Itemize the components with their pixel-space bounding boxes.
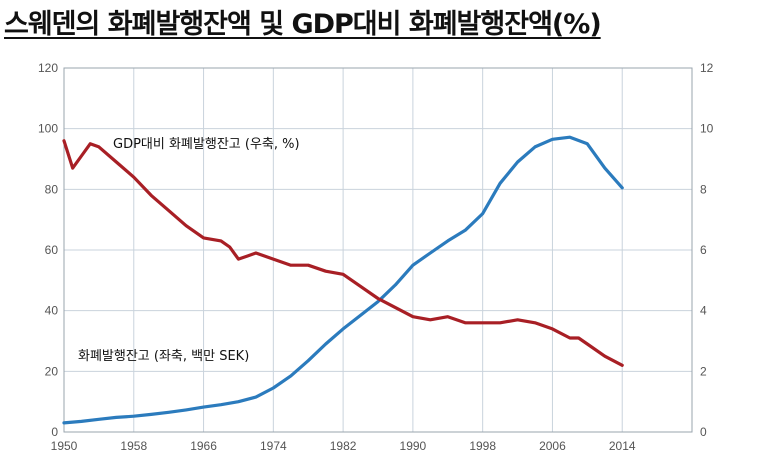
x-tick-label: 1982 xyxy=(330,439,357,453)
annotation-gdp-ratio: GDP대비 화폐발행잔고 (우축, %) xyxy=(113,136,300,152)
y-left-tick-label: 60 xyxy=(45,243,59,257)
y-right-tick-label: 6 xyxy=(700,243,707,257)
y-right-tick-label: 8 xyxy=(700,182,707,196)
right-axis-ticks: 0 2 4 6 8 10 12 xyxy=(700,61,714,439)
x-tick-label: 1966 xyxy=(190,439,217,453)
y-left-tick-label: 80 xyxy=(45,182,59,196)
series-lines xyxy=(62,135,624,425)
y-right-tick-label: 2 xyxy=(700,364,707,378)
x-tick-label: 2006 xyxy=(539,439,566,453)
plot-frame xyxy=(63,67,693,433)
annotations: GDP대비 화폐발행잔고 (우축, %) 화폐발행잔고 (좌축, 백만 SEK) xyxy=(78,136,300,364)
x-tick-label: 1974 xyxy=(260,439,287,453)
y-right-tick-label: 4 xyxy=(700,304,707,318)
y-left-tick-label: 120 xyxy=(38,61,58,75)
series-line-gdp-ratio xyxy=(62,139,624,367)
left-axis-ticks: 0 20 40 60 80 100 120 xyxy=(38,61,58,439)
y-left-tick-label: 100 xyxy=(38,122,58,136)
y-left-tick-label: 20 xyxy=(45,364,59,378)
x-tick-label: 2014 xyxy=(609,439,636,453)
grid xyxy=(63,67,692,433)
y-right-tick-label: 10 xyxy=(700,122,714,136)
x-tick-label: 1990 xyxy=(400,439,427,453)
x-tick-label: 1958 xyxy=(120,439,147,453)
x-tick-label: 1998 xyxy=(469,439,496,453)
y-right-tick-label: 12 xyxy=(700,61,714,75)
annotation-currency-issued: 화폐발행잔고 (좌축, 백만 SEK) xyxy=(78,348,249,364)
y-left-tick-label: 0 xyxy=(51,425,58,439)
page-title: 스웨덴의 화폐발행잔액 및 GDP대비 화폐발행잔액(%) xyxy=(4,9,602,40)
x-axis-ticks: 1950 1958 1966 1974 1982 1990 1998 2006 2014 xyxy=(51,439,636,453)
y-left-tick-label: 40 xyxy=(45,304,59,318)
series-line-currency-issued xyxy=(62,135,624,425)
x-tick-label: 1950 xyxy=(51,439,78,453)
y-right-tick-label: 0 xyxy=(700,425,707,439)
